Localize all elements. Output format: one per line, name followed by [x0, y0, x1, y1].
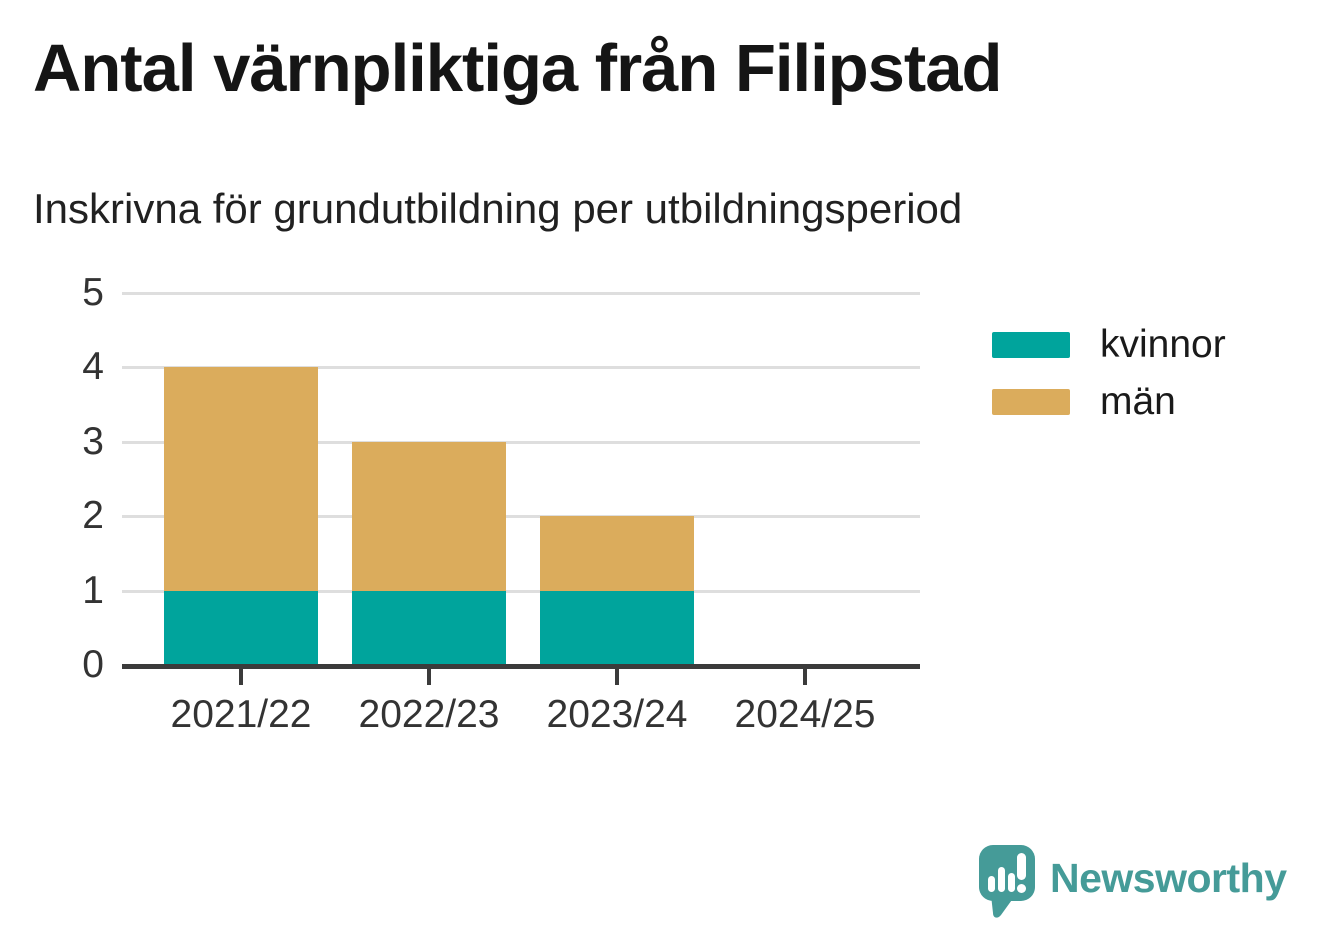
bar-segment-män-2023/24: [540, 516, 694, 591]
y-tick-label-4: 4: [82, 345, 104, 389]
legend-label-män: män: [1100, 380, 1176, 423]
gridline-1: [122, 589, 920, 593]
y-tick-label-1: 1: [82, 568, 104, 612]
x-tick-2022/23: [427, 665, 431, 685]
legend-item-kvinnor: kvinnor: [992, 323, 1226, 366]
bar-segment-män-2021/22: [164, 367, 318, 591]
y-tick-label-0: 0: [82, 643, 104, 686]
gridline-5: [122, 292, 920, 295]
newsworthy-logo-icon: [979, 845, 1035, 918]
x-tick-label-2023/24: 2023/24: [546, 693, 688, 736]
legend-swatch-kvinnor: [992, 332, 1070, 358]
newsworthy-logo: Newsworthy: [979, 845, 1287, 925]
chart-title: Antal värnpliktiga från Filipstad: [33, 31, 1002, 106]
legend-item-män: män: [992, 380, 1226, 423]
x-tick-label-2022/23: 2022/23: [358, 693, 500, 736]
gridline-4: [122, 366, 920, 370]
y-tick-label-2: 2: [82, 494, 104, 538]
legend-swatch-män: [992, 389, 1070, 415]
y-tick-label-3: 3: [82, 419, 104, 463]
x-tick-label-2024/25: 2024/25: [734, 693, 876, 736]
bar-segment-män-2022/23: [352, 441, 506, 591]
y-tick-label-5: 5: [82, 271, 104, 314]
gridline-2: [122, 515, 920, 519]
x-axis-line: [122, 664, 920, 669]
legend: kvinnor män: [992, 323, 1226, 446]
plot-area: [122, 292, 920, 685]
x-tick-2023/24: [615, 665, 619, 685]
x-tick-label-2021/22: 2021/22: [170, 693, 312, 736]
newsworthy-logo-text: Newsworthy: [1050, 855, 1287, 901]
chart-subtitle: Inskrivna för grundutbildning per utbild…: [33, 185, 963, 232]
bar-segment-kvinnor-2022/23: [352, 590, 506, 665]
legend-label-kvinnor: kvinnor: [1100, 323, 1226, 366]
bar-segment-kvinnor-2021/22: [164, 590, 318, 665]
x-tick-2024/25: [803, 665, 807, 685]
gridline-3: [122, 440, 920, 444]
bar-segment-kvinnor-2023/24: [540, 590, 694, 665]
x-tick-2021/22: [239, 665, 243, 685]
